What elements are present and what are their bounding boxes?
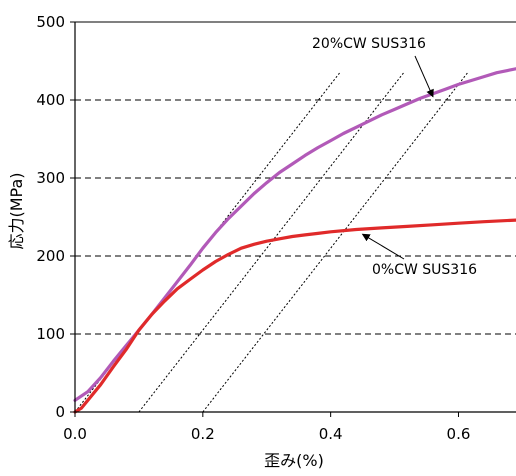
x-tick-label-2: 0.4: [319, 425, 343, 443]
annotation-arrow-0cw: [361, 233, 405, 260]
x-tick-label-0: 0.0: [63, 425, 87, 443]
y-tick-label-300: 300: [36, 169, 65, 187]
x-tick-label-1: 0.2: [191, 425, 215, 443]
x-axis-label: 歪み(%): [264, 451, 324, 470]
y-tick-label-400: 400: [36, 91, 65, 109]
y-tick-label-0: 0: [55, 403, 65, 421]
x-tick-label-3: 0.6: [447, 425, 471, 443]
grid-lines: [75, 21, 516, 335]
y-tick-label-500: 500: [36, 13, 65, 31]
y-tick-label-200: 200: [36, 247, 65, 265]
series-line-0cw: [73, 218, 516, 414]
tick-labels: 0 100 200 300 400 500 0.0 0.2 0.4 0.6: [36, 13, 470, 443]
annotations: 20%CW SUS316 0%CW SUS316: [312, 36, 477, 278]
offset-lines: [74, 72, 469, 413]
annotation-arrow-20cw: [414, 55, 434, 98]
y-axis-label: 応力(MPa): [7, 172, 26, 249]
y-tick-label-100: 100: [36, 325, 65, 343]
annotation-label-0cw: 0%CW SUS316: [372, 262, 477, 278]
plot-frame: [74, 22, 516, 413]
series-group: [73, 67, 516, 414]
annotation-label-20cw: 20%CW SUS316: [312, 36, 426, 52]
offset-line-2: [202, 72, 469, 413]
